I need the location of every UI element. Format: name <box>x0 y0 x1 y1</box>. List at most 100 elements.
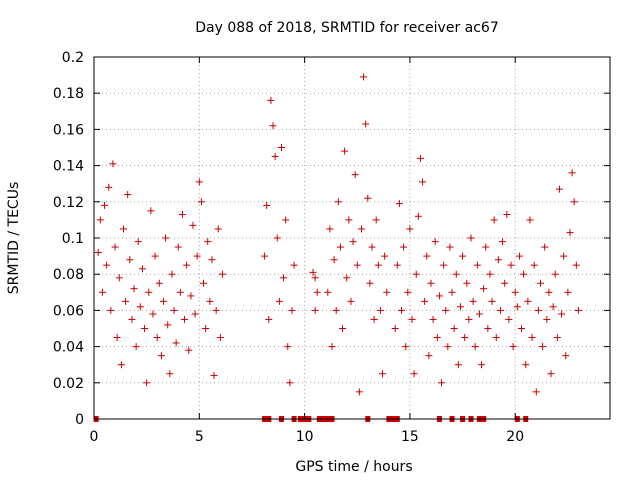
data-point <box>562 352 570 360</box>
data-point <box>505 315 513 323</box>
data-point <box>336 243 344 251</box>
data-point <box>376 306 384 314</box>
x-tick-label: 10 <box>296 429 314 445</box>
data-point <box>574 306 582 314</box>
data-point <box>339 325 347 332</box>
data-point <box>311 274 319 282</box>
data-point <box>168 270 176 278</box>
data-point <box>395 200 403 208</box>
data-point <box>503 210 511 218</box>
data-point <box>164 321 172 329</box>
y-tick-label: 0.02 <box>53 376 84 392</box>
data-point <box>492 334 500 342</box>
data-point <box>341 147 349 155</box>
data-point <box>379 370 387 378</box>
data-point <box>195 178 203 186</box>
data-point <box>416 154 424 162</box>
data-point <box>362 120 370 128</box>
y-tick-label: 0.14 <box>53 159 84 175</box>
data-point <box>454 361 462 369</box>
y-tick-label: 0.08 <box>53 267 84 283</box>
data-point <box>202 325 210 332</box>
data-point <box>465 315 473 323</box>
y-tick-label: 0.2 <box>62 50 84 66</box>
data-point <box>124 191 132 199</box>
axis-ticks: 0 0.02 0.04 0.06 0.08 0.1 0.12 0.14 0.16 0.18 0.2 0… <box>53 50 610 445</box>
data-point <box>372 216 380 224</box>
data-point <box>450 325 458 332</box>
data-point <box>355 388 363 396</box>
data-point <box>513 303 521 311</box>
data-point <box>549 303 557 311</box>
data-point <box>560 252 568 260</box>
data-point <box>486 270 494 278</box>
data-point <box>145 288 153 296</box>
data-point <box>391 325 399 332</box>
data-point <box>475 310 483 318</box>
data-point <box>128 315 136 323</box>
data-point <box>452 270 460 278</box>
data-point <box>263 201 271 209</box>
data-point <box>545 288 553 296</box>
data-point <box>286 379 294 387</box>
data-point <box>425 352 433 360</box>
x-tick-label: 20 <box>506 429 524 445</box>
data-point <box>178 210 186 218</box>
data-point <box>570 198 578 206</box>
data-point <box>101 201 109 209</box>
data-point <box>484 325 492 332</box>
data-point <box>214 225 222 233</box>
data-point <box>149 310 157 318</box>
data-point <box>480 285 488 293</box>
data-point <box>343 274 351 282</box>
data-point <box>330 256 338 264</box>
data-point <box>119 225 127 233</box>
data-point <box>433 334 441 342</box>
data-point <box>157 352 165 360</box>
data-point <box>284 343 292 351</box>
data-point <box>105 183 113 191</box>
data-point <box>160 297 168 305</box>
data-point <box>473 261 481 269</box>
data-point <box>326 225 334 233</box>
data-point <box>555 185 563 193</box>
data-point <box>366 279 374 287</box>
data-point <box>166 370 174 378</box>
data-point <box>524 297 532 305</box>
data-point <box>143 379 151 387</box>
data-point <box>463 279 471 287</box>
data-point <box>277 144 285 151</box>
data-point <box>353 261 361 269</box>
data-point <box>509 343 517 351</box>
data-point <box>368 243 376 251</box>
x-axis-label: GPS time / hours <box>295 459 412 475</box>
data-point <box>518 325 526 332</box>
data-point <box>397 306 405 314</box>
data-point <box>551 270 559 278</box>
y-tick-label: 0.1 <box>62 231 84 247</box>
data-point <box>534 306 542 314</box>
grid <box>94 57 610 419</box>
x-tick-label: 5 <box>195 429 204 445</box>
data-point <box>216 334 224 342</box>
data-point <box>461 334 469 342</box>
data-point <box>134 238 142 246</box>
data-point <box>572 261 580 269</box>
data-point <box>267 96 275 104</box>
data-point <box>351 171 359 179</box>
data-point <box>261 252 269 260</box>
data-point <box>176 288 184 296</box>
data-point <box>530 261 538 269</box>
data-point <box>115 274 123 282</box>
data-point <box>187 292 195 300</box>
data-point <box>374 261 382 269</box>
data-point <box>404 288 412 296</box>
data-point <box>419 178 427 186</box>
data-point <box>400 243 408 251</box>
data-point <box>181 315 189 323</box>
data-point <box>197 198 205 206</box>
data-point <box>543 315 551 323</box>
data-point <box>206 297 214 305</box>
